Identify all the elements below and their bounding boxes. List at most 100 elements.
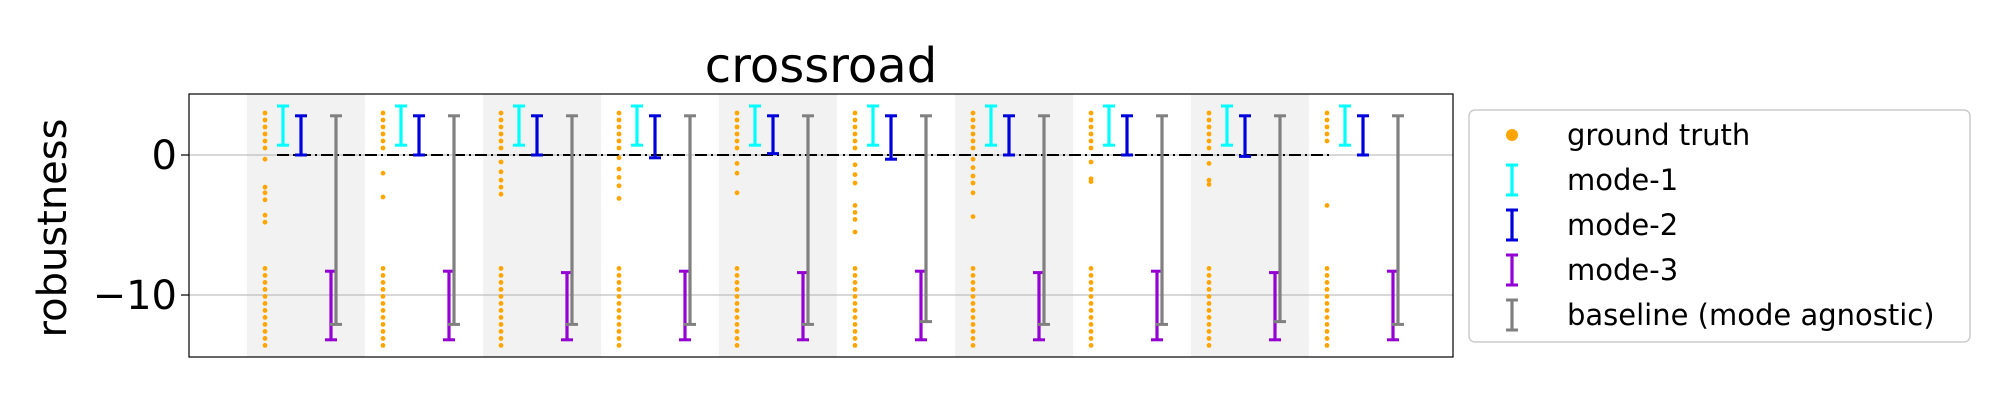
ground-truth-point [734, 170, 740, 176]
legend-marker-ground [1506, 129, 1518, 141]
ground-truth-point [734, 266, 740, 271]
ground-truth-point [262, 273, 268, 278]
ground-truth-point [380, 301, 386, 306]
ground-truth-point [262, 280, 268, 285]
y-tick-label: 0 [152, 133, 177, 179]
ground-truth-point [1088, 273, 1094, 278]
ground-truth-point [498, 273, 504, 278]
ground-truth-point [380, 308, 386, 313]
ground-truth-point [262, 197, 268, 203]
ground-truth-point [852, 329, 858, 334]
ground-truth-point [852, 336, 858, 341]
ground-truth-point [616, 196, 622, 201]
ground-truth-point [970, 180, 976, 186]
ground-truth-point [616, 166, 622, 172]
ground-truth-point [1088, 280, 1094, 285]
ground-truth-point [616, 138, 622, 144]
ground-truth-point [970, 214, 976, 220]
ground-truth-point [734, 343, 740, 348]
ground-truth-point [498, 184, 504, 190]
ground-truth-point [380, 287, 386, 292]
ground-truth-point [1206, 177, 1212, 183]
ground-truth-point [380, 170, 386, 176]
ground-truth-point [734, 145, 740, 151]
ground-truth-point [852, 217, 858, 222]
ground-truth-point [734, 308, 740, 313]
ground-truth-point [852, 280, 858, 285]
ground-truth-point [734, 287, 740, 292]
ground-truth-point [734, 301, 740, 306]
ground-truth-point [734, 124, 740, 130]
ground-truth-point [616, 266, 622, 271]
ground-truth-point [262, 266, 268, 271]
ground-truth-point [1088, 117, 1094, 123]
ground-truth-point [1206, 287, 1212, 292]
ground-truth-point [616, 315, 622, 320]
ground-truth-point [970, 110, 976, 116]
ground-truth-point [852, 124, 858, 130]
ground-truth-point [1206, 138, 1212, 144]
ground-truth-point [1088, 145, 1094, 151]
ground-truth-point [616, 294, 622, 299]
ground-truth-point [1206, 280, 1212, 285]
ground-truth-point [1206, 308, 1212, 313]
ground-truth-point [616, 145, 622, 151]
legend-label-ground: ground truth [1567, 118, 1750, 152]
ground-truth-point [970, 173, 976, 179]
ground-truth-point [380, 280, 386, 285]
ground-truth-point [498, 329, 504, 334]
ground-truth-point [380, 343, 386, 348]
y-axis-ticks: 0 −10 [93, 133, 189, 319]
legend-label-mode-1: mode-1 [1567, 163, 1678, 197]
ground-truth-point [498, 294, 504, 299]
ground-truth-point [852, 203, 858, 208]
ground-truth-point [852, 229, 858, 235]
ground-truth-point [1088, 343, 1094, 348]
group-band [719, 94, 837, 357]
ground-truth-point [616, 131, 622, 137]
ground-truth-point [262, 184, 268, 190]
ground-truth-point [852, 210, 858, 215]
ground-truth-point [1324, 329, 1330, 334]
ground-truth-point [616, 183, 622, 189]
ground-truth-point [498, 266, 504, 271]
ground-truth-point [616, 124, 622, 130]
ground-truth-point [1206, 131, 1212, 137]
ground-truth-point [262, 322, 268, 327]
ground-truth-point [970, 294, 976, 299]
ground-truth-point [970, 287, 976, 292]
ground-truth-point [734, 329, 740, 334]
group-bands [247, 94, 1427, 357]
ground-truth-point [1206, 266, 1212, 271]
ground-truth-point [498, 110, 504, 116]
ground-truth-point [262, 329, 268, 334]
ground-truth-point [1324, 138, 1330, 144]
ground-truth-point [1324, 203, 1330, 208]
ground-truth-point [1324, 273, 1330, 278]
ground-truth-point [380, 329, 386, 334]
ground-truth-point [970, 165, 976, 171]
ground-truth-point [1206, 161, 1212, 166]
ground-truth-point [616, 322, 622, 327]
ground-truth-point [852, 343, 858, 348]
ground-truth-point [1206, 315, 1212, 320]
ground-truth-point [498, 343, 504, 348]
ground-truth-point [1324, 266, 1330, 271]
ground-truth-point [1088, 138, 1094, 144]
ground-truth-point [380, 138, 386, 144]
ground-truth-point [734, 138, 740, 144]
ground-truth-point [970, 124, 976, 130]
ground-truth-point [262, 190, 268, 196]
ground-truth-point [498, 159, 504, 165]
ground-truth-point [970, 145, 976, 151]
ground-truth-point [1088, 179, 1094, 185]
ground-truth-point [498, 145, 504, 151]
ground-truth-point [734, 280, 740, 285]
ground-truth-point [1088, 322, 1094, 327]
ground-truth-point [1206, 145, 1212, 151]
ground-truth-point [498, 131, 504, 137]
ground-truth-point [262, 336, 268, 341]
ground-truth-point [1206, 294, 1212, 299]
ground-truth-point [734, 273, 740, 278]
